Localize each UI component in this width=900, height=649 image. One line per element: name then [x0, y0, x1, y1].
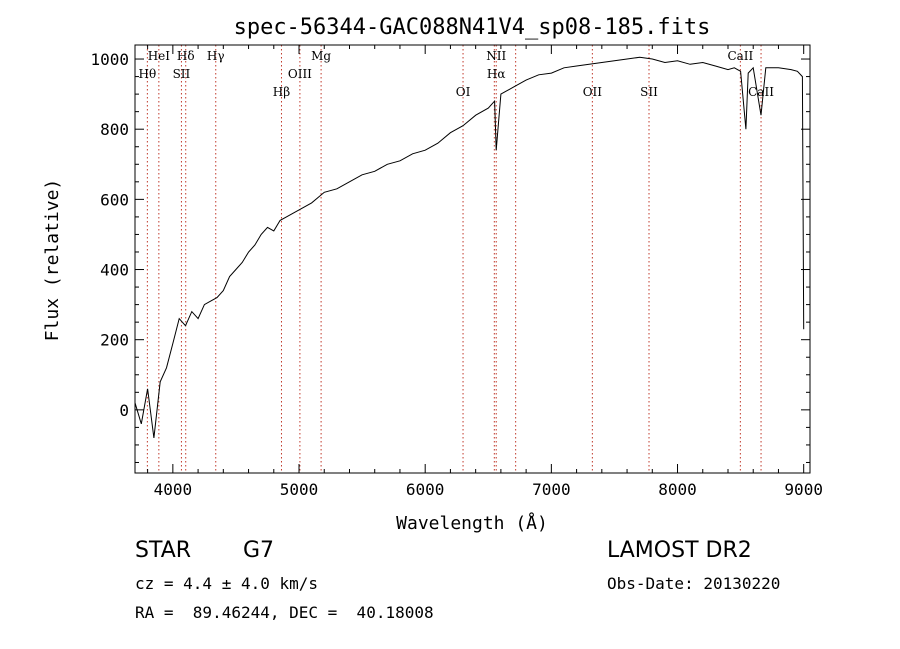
- y-tick-label: 600: [100, 190, 129, 209]
- line-label: OI: [456, 85, 471, 99]
- line-label: SII: [640, 85, 658, 99]
- spectrum-series: [134, 56, 805, 438]
- line-label: Hβ: [273, 85, 290, 99]
- spectrum-line: [134, 56, 805, 438]
- redshift-velocity: cz = 4.4 ± 4.0 km/s: [135, 574, 319, 593]
- coordinates: RA = 89.46244, DEC = 40.18008: [135, 603, 434, 622]
- y-tick-label: 800: [100, 120, 129, 139]
- y-tick-label: 200: [100, 331, 129, 350]
- x-tick-label: 4000: [154, 480, 193, 499]
- line-label: Mg: [311, 49, 331, 63]
- axis-ticks: 4000 5000 6000 7000 8000 9000 0 200 400 600 800 100…: [90, 45, 823, 499]
- line-labels: HeI Hθ Hδ SII Hγ OIII Mg Hβ NII Hα OI OII SII CaII CaI…: [139, 49, 775, 99]
- survey-name: LAMOST DR2: [607, 538, 752, 563]
- chart-title: spec-56344-GAC088N41V4_sp08-185.fits: [234, 15, 711, 40]
- x-tick-label: 6000: [406, 480, 445, 499]
- x-tick-label: 9000: [784, 480, 823, 499]
- line-label: Hγ: [207, 49, 225, 63]
- line-label: Hθ: [139, 67, 157, 81]
- line-label: Hδ: [177, 49, 195, 63]
- y-tick-label: 1000: [90, 50, 129, 69]
- y-tick-label: 400: [100, 261, 129, 280]
- line-label: OII: [583, 85, 603, 99]
- x-tick-label: 7000: [532, 480, 571, 499]
- line-label: CaII: [748, 85, 774, 99]
- line-label: HeI: [148, 49, 171, 63]
- x-tick-label: 8000: [658, 480, 697, 499]
- y-axis-label: Flux (relative): [42, 179, 63, 342]
- line-label: Hα: [487, 67, 506, 81]
- x-tick-label: 5000: [280, 480, 319, 499]
- observation-date: Obs-Date: 20130220: [607, 574, 781, 593]
- line-label: OIII: [288, 67, 312, 81]
- object-class: STAR: [135, 538, 192, 563]
- x-axis-label: Wavelength (Å): [396, 512, 548, 534]
- line-label: CaII: [727, 49, 753, 63]
- object-subclass: G7: [243, 538, 275, 563]
- plot-frame: [134, 44, 811, 474]
- y-tick-label: 0: [119, 401, 129, 420]
- line-label: SII: [173, 67, 191, 81]
- line-label: NII: [486, 49, 506, 63]
- emission-line-markers: [146, 45, 762, 473]
